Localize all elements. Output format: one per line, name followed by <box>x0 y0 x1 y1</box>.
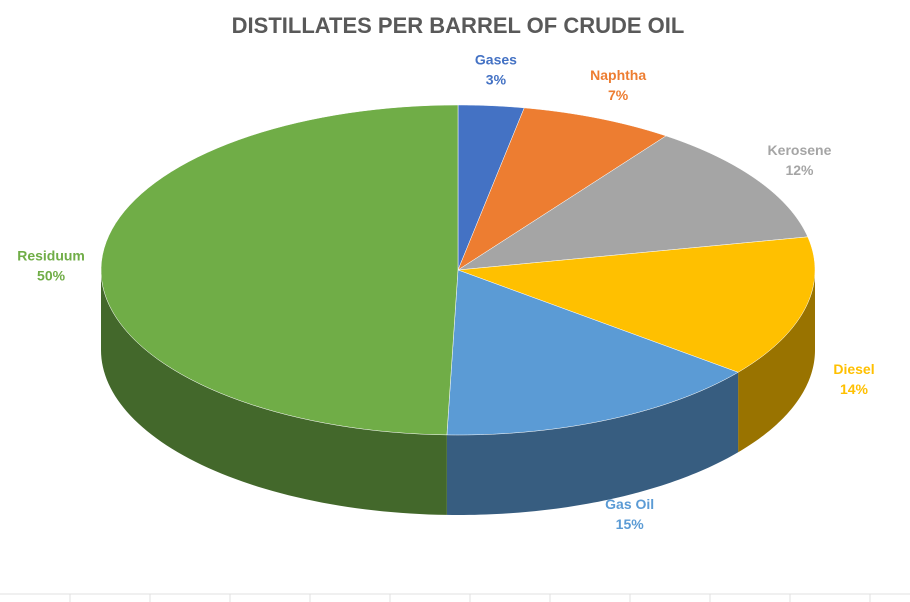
data-label-value: 3% <box>486 72 507 88</box>
slice <box>457 107 667 271</box>
data-label-name: Gas Oil <box>605 496 654 512</box>
data-label-value: 12% <box>785 162 814 178</box>
data-label-name: Diesel <box>833 361 874 377</box>
slice-side <box>101 270 447 515</box>
data-label-value: 15% <box>616 516 645 532</box>
slice <box>100 104 459 436</box>
slice-side <box>446 372 739 515</box>
data-label-value: 7% <box>608 87 629 103</box>
chart-title: DISTILLATES PER BARREL OF CRUDE OIL <box>232 13 685 38</box>
slice <box>457 135 809 271</box>
data-label-name: Naphtha <box>590 67 646 83</box>
slice <box>457 104 525 271</box>
data-label-value: 50% <box>37 268 66 284</box>
data-label-name: Kerosene <box>768 142 832 158</box>
data-label-value: 14% <box>840 381 869 397</box>
slice <box>446 269 739 436</box>
sheet-grid <box>0 593 910 602</box>
slice-side <box>738 270 815 453</box>
slice <box>457 236 816 373</box>
data-label-name: Gases <box>475 52 517 68</box>
data-label-name: Residuum <box>17 248 85 264</box>
